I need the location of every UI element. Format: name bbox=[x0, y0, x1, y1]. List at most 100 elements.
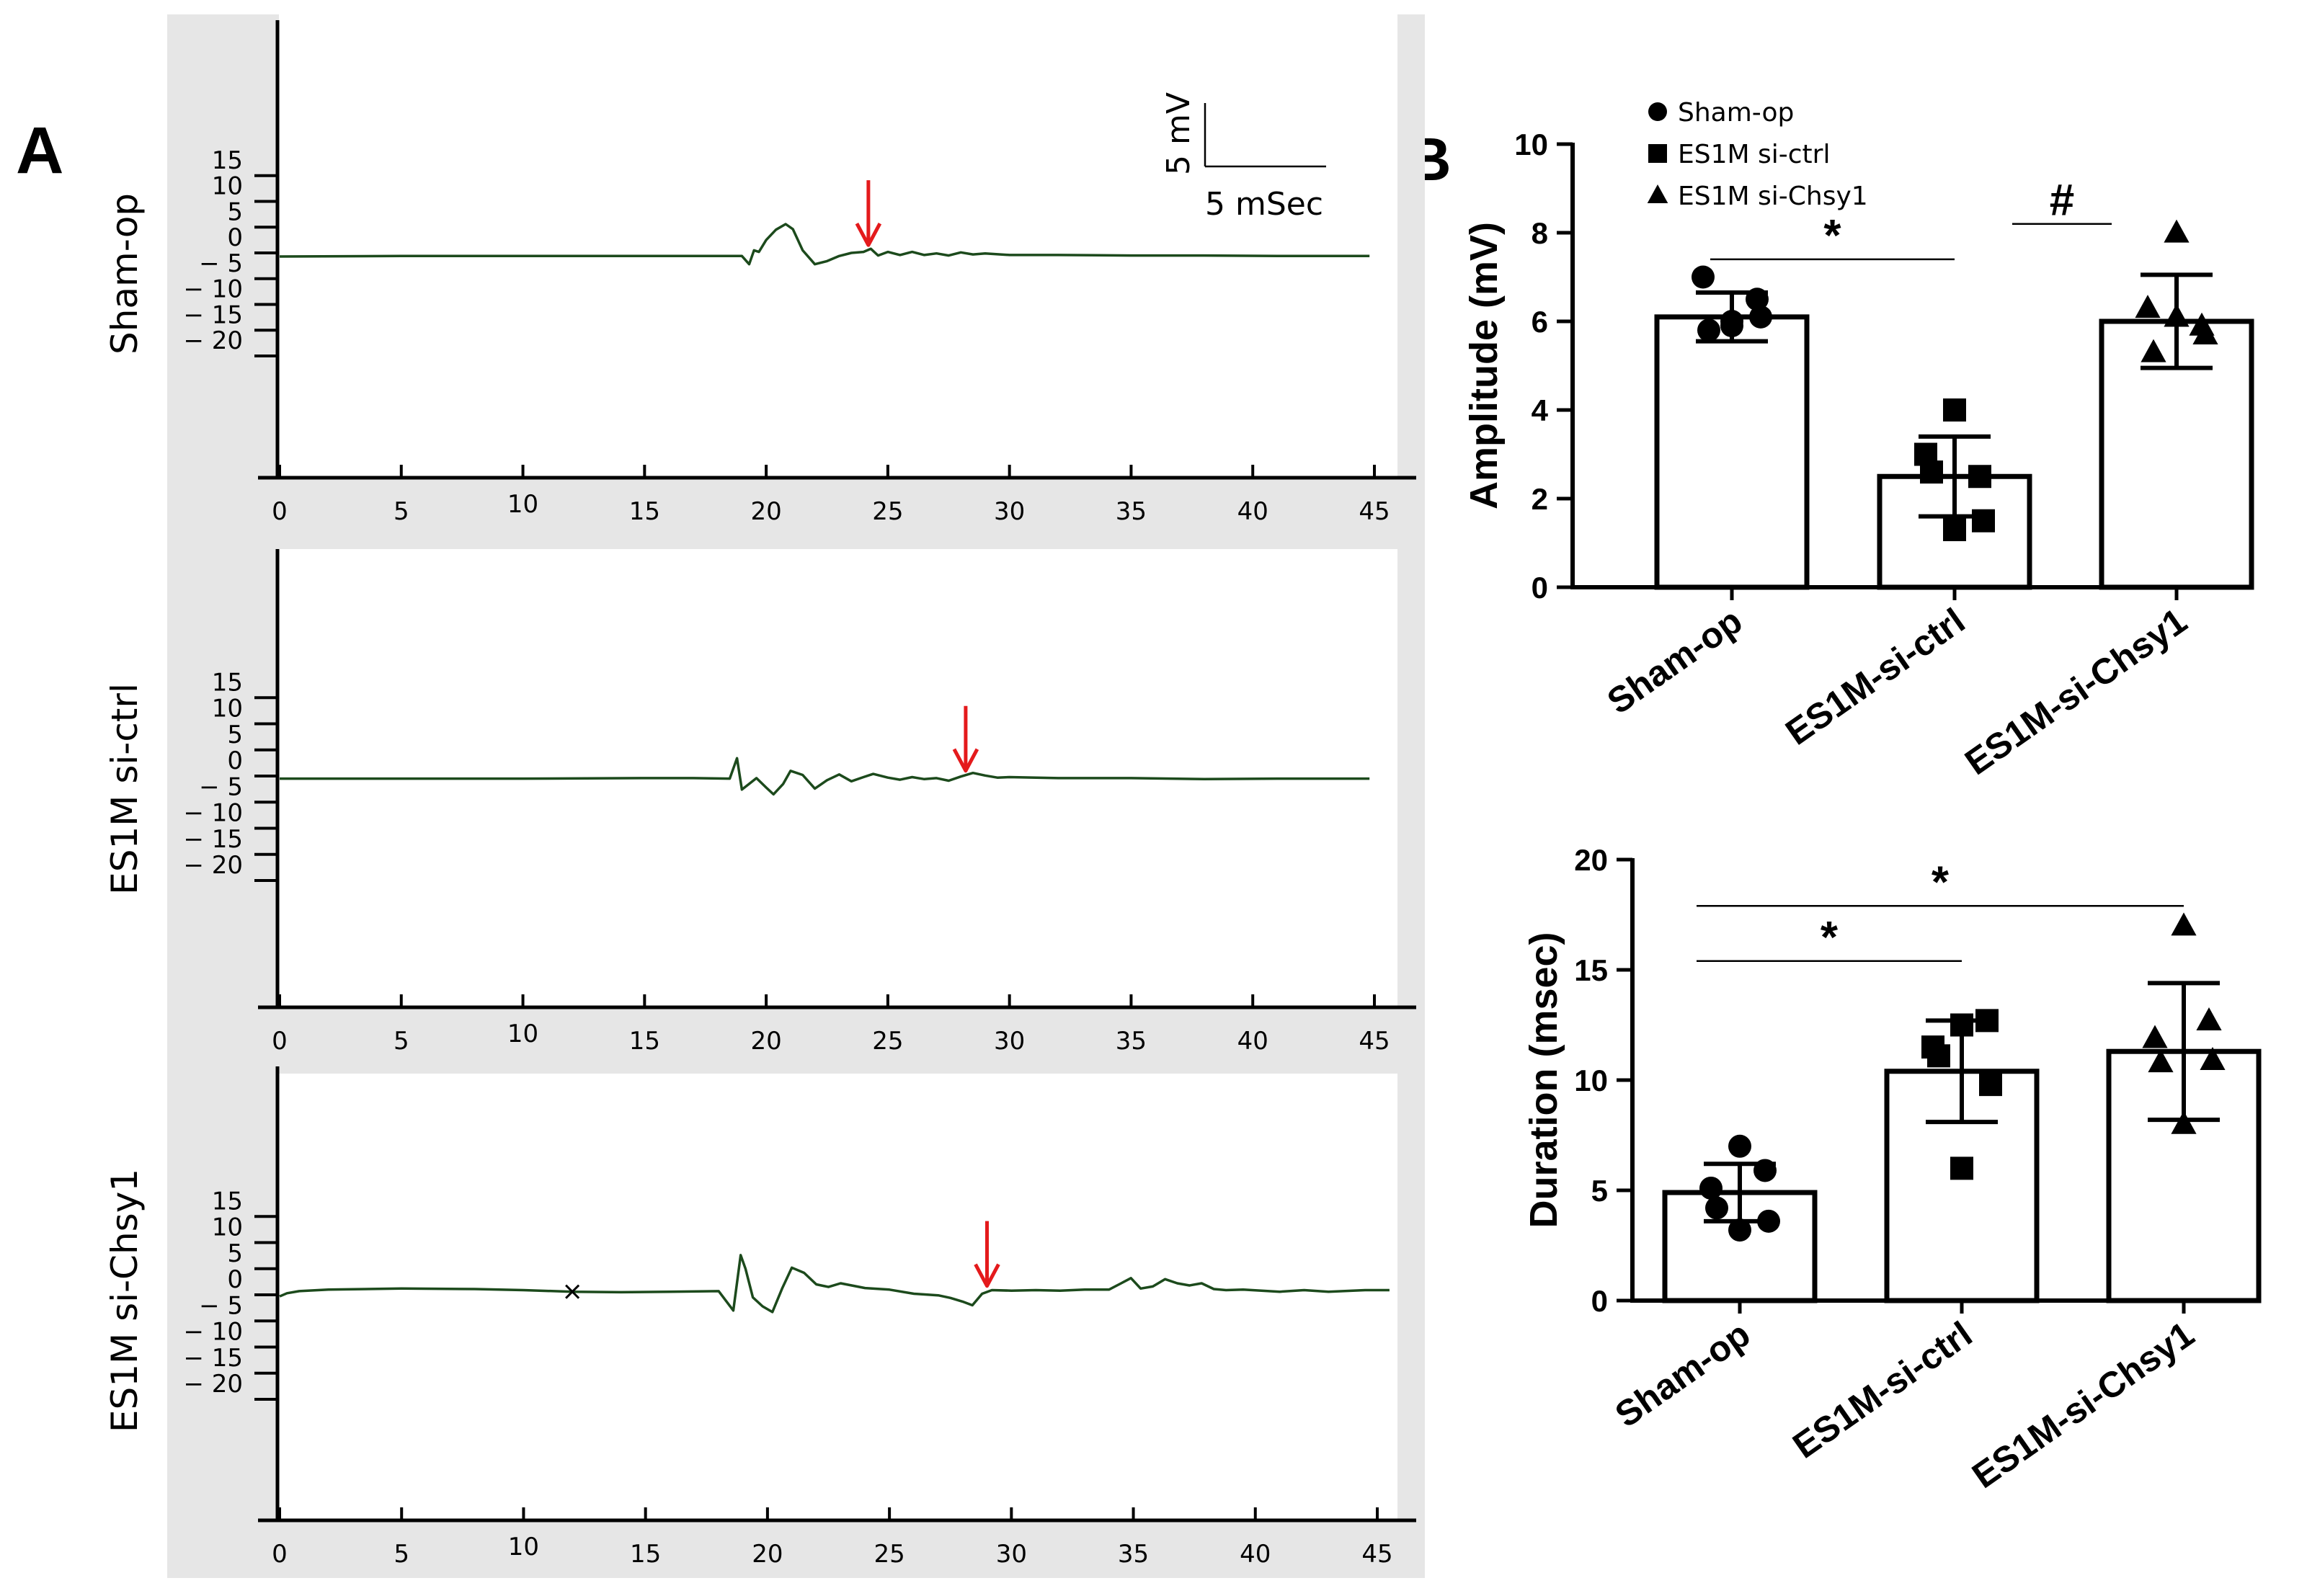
recording-trace-line bbox=[279, 1254, 1390, 1314]
data-point bbox=[1746, 287, 1769, 311]
data-point bbox=[1943, 518, 1966, 542]
x-tick-label: 0 bbox=[272, 1027, 288, 1056]
y-axis-title: Amplitude (mV) bbox=[1462, 222, 1506, 509]
data-point bbox=[2141, 339, 2166, 362]
data-point bbox=[2171, 912, 2197, 936]
legend-label: Sham-op bbox=[1678, 98, 1794, 128]
legend-marker bbox=[1648, 144, 1667, 163]
y-tick-label: − 5 bbox=[199, 772, 243, 801]
data-point bbox=[1697, 318, 1720, 342]
data-point bbox=[1950, 1013, 1973, 1037]
y-axis-title: Sham-op bbox=[104, 193, 146, 355]
x-tick-label: 20 bbox=[750, 497, 781, 526]
y-axis-title: ES1M si-Chsy1 bbox=[104, 1169, 146, 1432]
data-point bbox=[1749, 305, 1772, 329]
y-tick-label: − 5 bbox=[199, 249, 243, 278]
data-point bbox=[2164, 219, 2190, 243]
y-tick-label: − 20 bbox=[183, 851, 243, 880]
legend-label: ES1M si-ctrl bbox=[1678, 140, 1830, 169]
x-tick-label: 20 bbox=[752, 1540, 783, 1569]
data-point bbox=[1950, 1156, 1973, 1180]
x-tick-label: 15 bbox=[629, 497, 660, 526]
y-tick-label: 0 bbox=[227, 1265, 243, 1294]
x-tick-label: 5 bbox=[394, 1540, 409, 1569]
data-point bbox=[1728, 1218, 1751, 1242]
y-tick-label: 10 bbox=[1574, 1064, 1608, 1097]
significance-label: # bbox=[2050, 176, 2074, 226]
plot-area bbox=[279, 14, 1397, 478]
data-point bbox=[2171, 1110, 2197, 1134]
data-point bbox=[1975, 1009, 1999, 1033]
x-tick-label: 30 bbox=[996, 1540, 1027, 1569]
data-point bbox=[2200, 1047, 2226, 1071]
x-tick-label: 10 bbox=[507, 490, 538, 519]
x-tick-label: 10 bbox=[507, 1020, 538, 1048]
x-tick-label: 20 bbox=[750, 1027, 781, 1056]
data-point bbox=[1692, 265, 1715, 289]
x-tick-label: 40 bbox=[1237, 1027, 1268, 1056]
scale-bar-h-label: 5 mSec bbox=[1205, 186, 1323, 223]
x-tick-label: 40 bbox=[1240, 1540, 1271, 1569]
y-tick-label: 15 bbox=[212, 146, 243, 175]
data-point bbox=[1699, 1176, 1723, 1200]
x-tick-label: 25 bbox=[872, 1027, 903, 1056]
data-point bbox=[1720, 314, 1743, 338]
y-tick-label: 0 bbox=[227, 223, 243, 252]
data-point bbox=[1972, 509, 1995, 532]
scale-bar: 5 mV 5 mSec bbox=[1160, 92, 1326, 223]
x-tick-label: 10 bbox=[508, 1533, 539, 1561]
y-tick-label: 15 bbox=[212, 1187, 243, 1216]
red-arrow-head bbox=[952, 748, 979, 773]
data-point bbox=[2148, 1049, 2174, 1073]
significance-label: * bbox=[1932, 857, 1950, 907]
cross-marker bbox=[565, 1284, 580, 1299]
y-tick-label: − 10 bbox=[183, 799, 243, 828]
y-tick-label: 5 bbox=[227, 197, 243, 226]
data-point bbox=[1705, 1196, 1728, 1220]
data-point bbox=[2142, 1025, 2168, 1048]
x-tick-label: 25 bbox=[872, 497, 903, 526]
data-point bbox=[2135, 295, 2161, 318]
y-tick-label: 0 bbox=[227, 746, 243, 775]
x-tick-label: 15 bbox=[629, 1027, 660, 1056]
x-tick-label: 0 bbox=[272, 1540, 288, 1569]
y-axis-title: ES1M si-ctrl bbox=[104, 683, 146, 895]
data-point bbox=[1920, 460, 1943, 484]
x-tick-label: 5 bbox=[394, 497, 409, 526]
x-tick-label: 15 bbox=[630, 1540, 661, 1569]
y-tick-label: 10 bbox=[212, 172, 243, 201]
data-point bbox=[1728, 1134, 1751, 1158]
legend-label: ES1M si-Chsy1 bbox=[1678, 182, 1868, 211]
x-tick-label: 45 bbox=[1361, 1540, 1392, 1569]
y-tick-label: − 5 bbox=[199, 1291, 243, 1320]
y-tick-label: 10 bbox=[1514, 128, 1548, 161]
y-tick-label: 20 bbox=[1574, 843, 1608, 877]
data-point bbox=[1979, 1073, 2002, 1097]
data-point bbox=[1757, 1209, 1780, 1233]
x-tick-label: 45 bbox=[1359, 1027, 1390, 1056]
y-tick-label: − 20 bbox=[183, 326, 243, 355]
y-tick-label: 5 bbox=[227, 721, 243, 749]
x-tick-label: 5 bbox=[394, 1027, 409, 1056]
scale-bar-v-label: 5 mV bbox=[1160, 92, 1197, 175]
y-tick-label: 10 bbox=[212, 695, 243, 723]
red-arrow-head bbox=[855, 222, 882, 247]
y-tick-label: 15 bbox=[212, 668, 243, 697]
x-tick-label: 35 bbox=[1118, 1540, 1149, 1569]
y-tick-label: 10 bbox=[212, 1213, 243, 1242]
y-tick-label: 6 bbox=[1532, 305, 1548, 339]
x-tick-label: 40 bbox=[1237, 497, 1268, 526]
y-tick-label: − 10 bbox=[183, 275, 243, 304]
y-tick-label: 2 bbox=[1532, 482, 1548, 516]
bar bbox=[2106, 1048, 2262, 1303]
data-point bbox=[2192, 321, 2218, 345]
y-tick-label: 4 bbox=[1532, 393, 1549, 427]
data-point bbox=[1753, 1159, 1777, 1182]
y-tick-label: − 20 bbox=[183, 1370, 243, 1399]
x-tick-label: 25 bbox=[874, 1540, 904, 1569]
recording-trace-line bbox=[279, 223, 1370, 266]
y-tick-label: − 15 bbox=[183, 825, 243, 854]
legend-marker bbox=[1648, 102, 1667, 121]
bar bbox=[1654, 314, 1810, 590]
